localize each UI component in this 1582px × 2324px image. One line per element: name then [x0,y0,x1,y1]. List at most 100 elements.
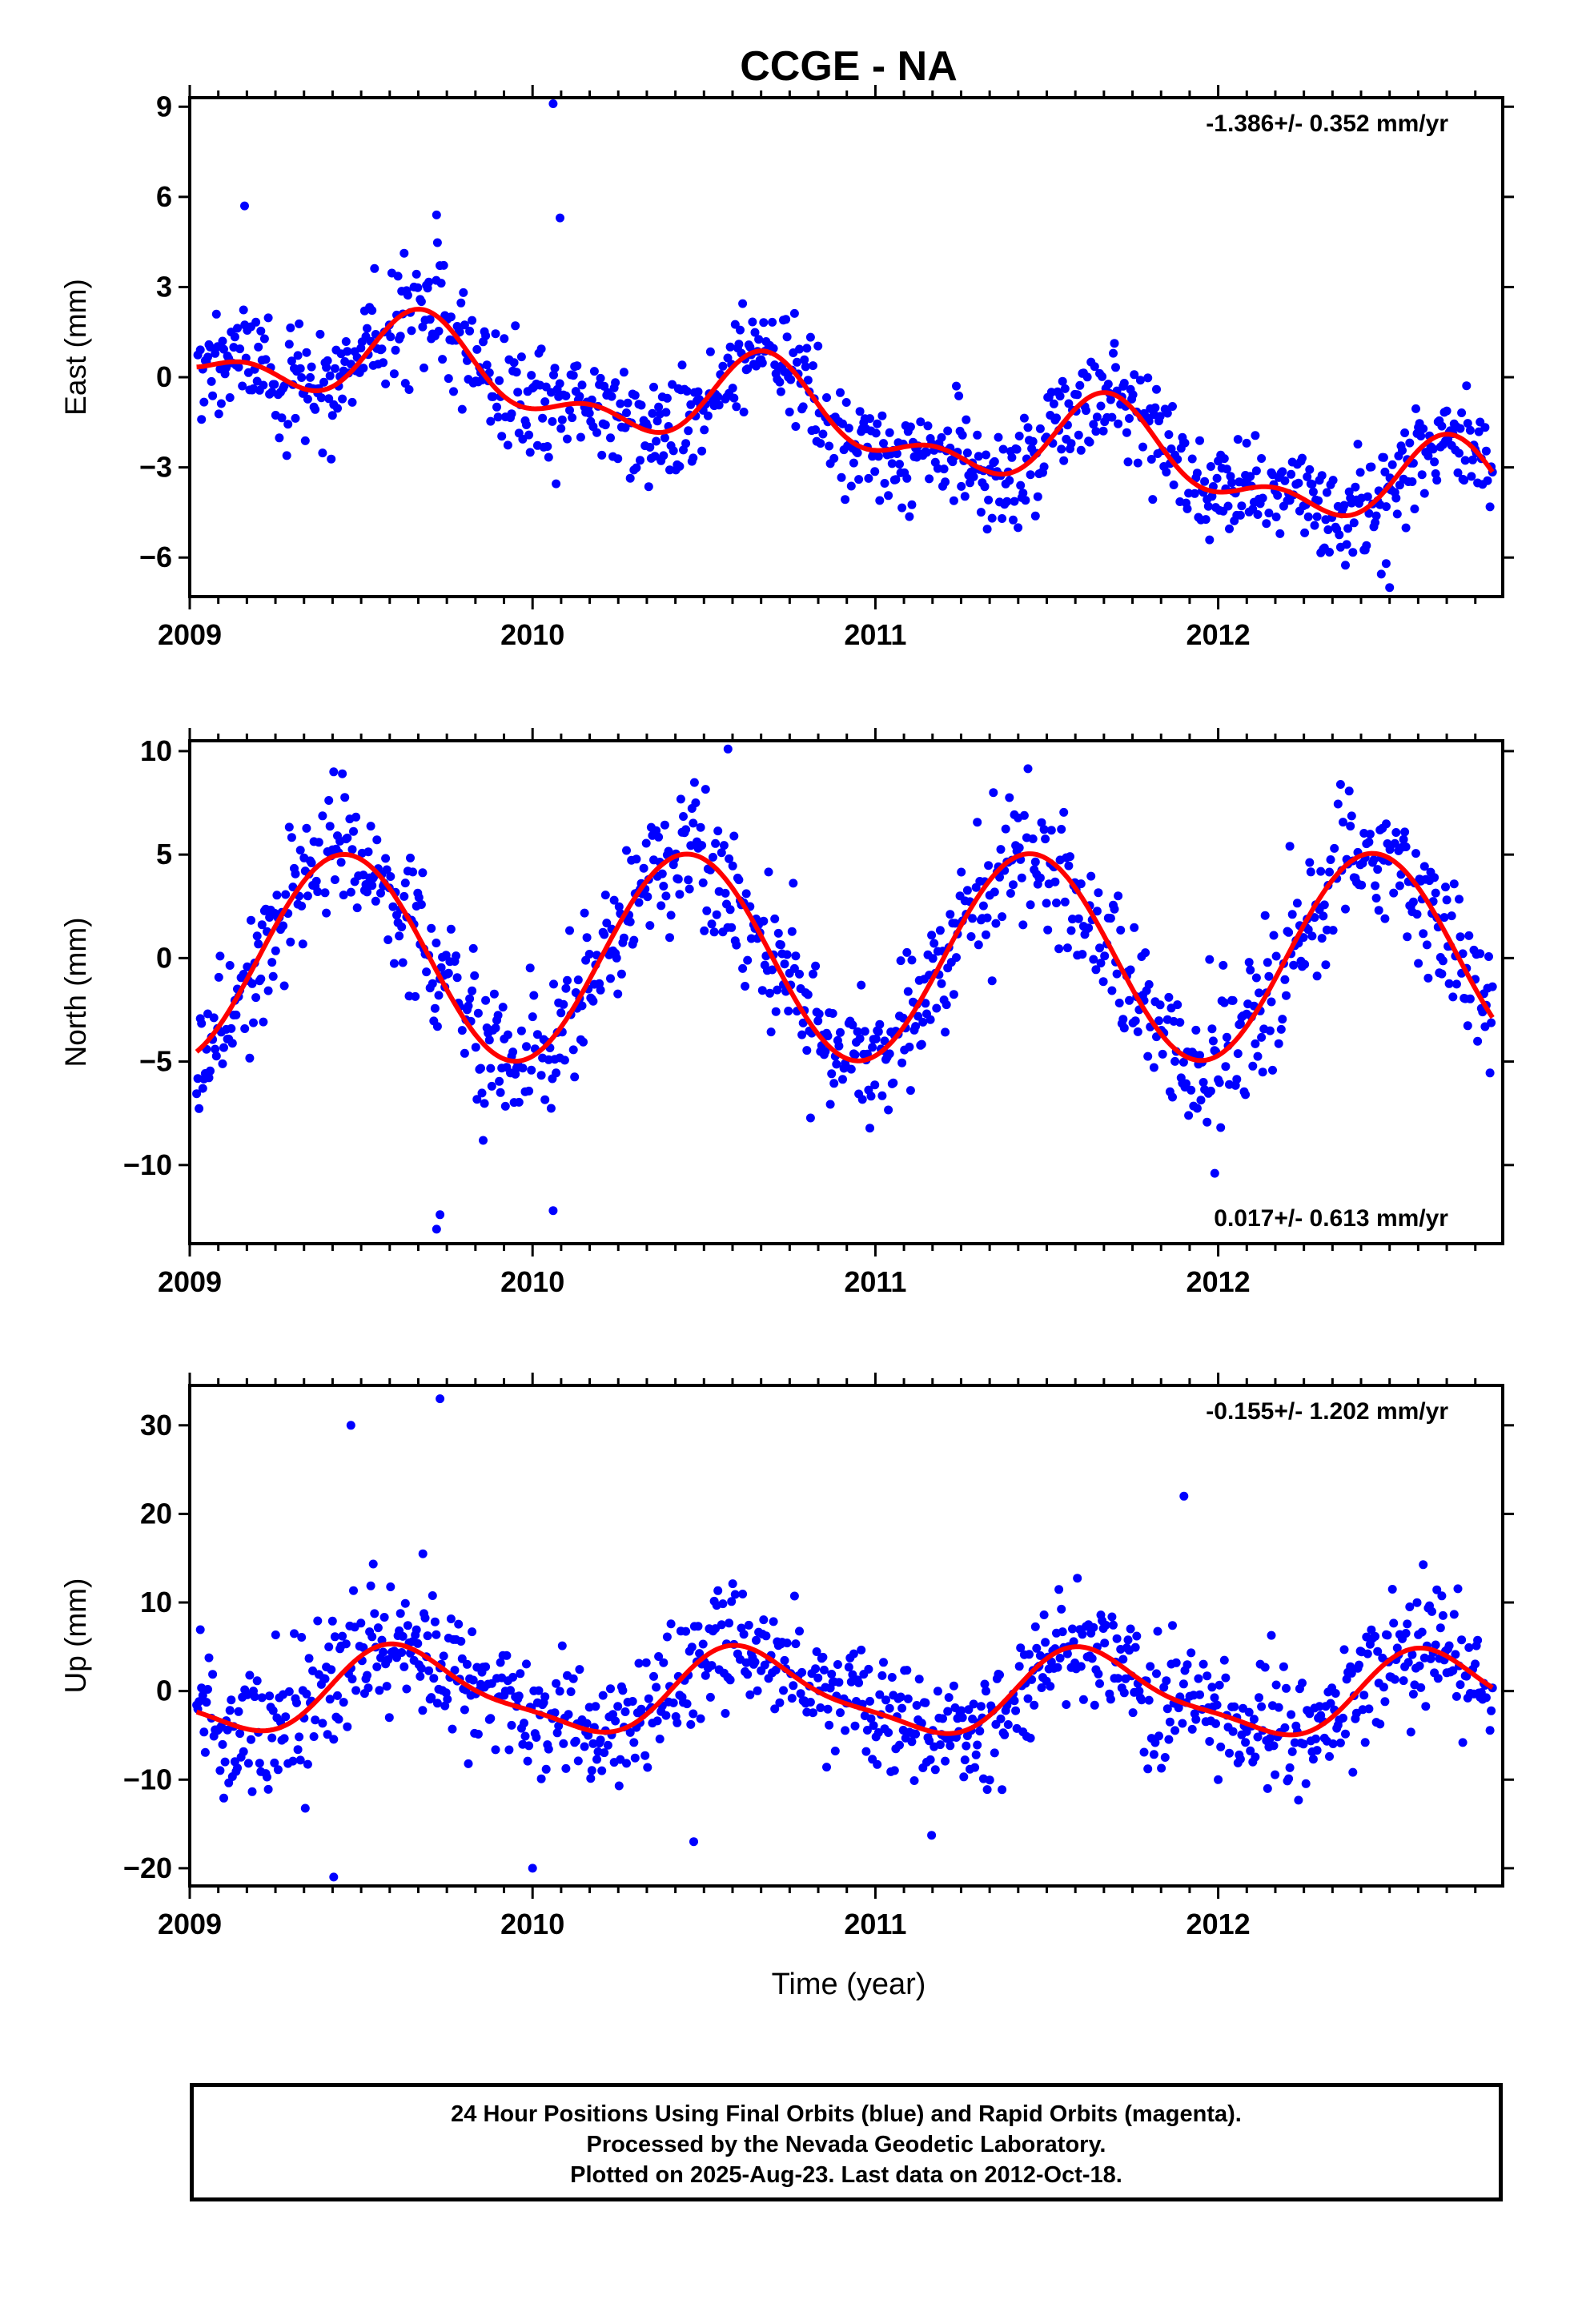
data-point [1204,502,1213,511]
data-point [864,474,873,483]
data-point [837,473,846,482]
data-point [829,1009,837,1018]
data-point [834,1678,843,1687]
data-point [1443,895,1452,904]
data-point [1459,1738,1468,1747]
data-point [1409,898,1418,907]
data-point [1034,493,1042,501]
data-point [580,1743,589,1751]
data-point [1379,1683,1388,1691]
data-point [977,1702,986,1711]
data-point [872,428,881,437]
data-point [197,1019,206,1028]
data-point [656,901,665,910]
data-point [492,1745,500,1754]
data-point [285,822,294,831]
data-point [1439,956,1447,965]
data-point [219,1794,228,1803]
data-point [1487,1019,1496,1027]
data-point [338,1632,347,1641]
data-point [927,1831,936,1839]
data-point [809,970,817,979]
data-point [1047,826,1056,834]
data-point [563,435,572,444]
data-point [1419,1560,1427,1569]
footer-line-3: Plotted on 2025-Aug-23. Last data on 201… [194,2160,1499,2190]
data-point [548,1206,557,1215]
data-point [932,1004,941,1013]
data-point [302,824,311,833]
data-point [370,264,379,273]
data-point [247,916,255,925]
data-point [1086,872,1095,881]
data-point [1036,424,1045,433]
data-point [1382,559,1391,568]
data-point [854,1679,863,1687]
data-point [847,482,856,491]
data-point [910,1776,919,1785]
data-point [1398,446,1407,455]
data-point [970,1699,978,1708]
data-point [1383,1630,1392,1639]
data-point [1109,349,1118,358]
data-point [517,352,526,361]
data-point [806,333,815,342]
data-point [540,397,549,406]
data-point [296,846,305,854]
data-point [818,1653,827,1662]
data-point [501,1102,510,1111]
data-point [386,1582,395,1591]
data-point [856,407,865,416]
data-point [440,1651,448,1660]
data-point [1270,931,1279,940]
data-point [875,497,884,505]
data-point [736,326,745,335]
data-point [296,1755,305,1764]
data-point [683,1699,692,1708]
data-point [1364,838,1373,846]
data-point [208,1670,217,1679]
data-point [1024,423,1033,432]
data-point [1294,1795,1303,1804]
data-point [580,909,589,918]
data-point [959,1772,968,1781]
y-tick-label: −10 [123,1148,172,1181]
data-point [895,460,904,468]
data-point [704,412,713,420]
data-point [1113,1634,1122,1643]
data-point [556,424,565,433]
data-point [548,99,557,108]
data-point [349,827,358,836]
data-point [1272,952,1281,961]
data-point [1348,1768,1357,1777]
data-point [1234,1049,1243,1058]
data-point [418,1706,427,1715]
data-point [1183,1660,1192,1669]
data-point [1097,402,1106,411]
data-point [1213,1701,1222,1710]
data-point [207,377,216,386]
data-point [215,1766,224,1775]
data-point [303,1760,312,1769]
data-point [458,405,467,414]
data-point [675,890,684,899]
data-point [343,1723,351,1731]
data-point [195,1104,203,1113]
data-point [797,1668,806,1677]
data-point [1205,1737,1214,1746]
data-point [1402,1629,1411,1638]
data-point [262,355,271,364]
data-point [449,387,458,396]
data-point [759,318,768,327]
data-point [1252,466,1261,475]
data-point [644,482,653,491]
data-point [324,1642,333,1651]
data-point [297,373,306,382]
data-point [1074,431,1083,440]
data-point [327,455,335,464]
data-point [841,1726,849,1735]
data-point [1355,1661,1363,1670]
data-point [454,1620,463,1629]
data-point [447,925,456,934]
data-point [401,1599,410,1608]
